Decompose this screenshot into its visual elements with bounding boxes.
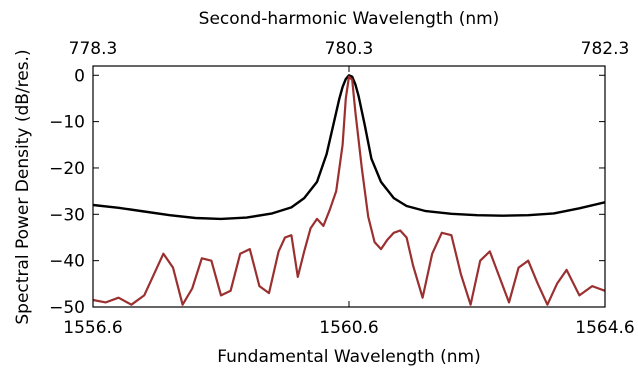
x2-tick-label: 778.3 [69,39,118,59]
tick-marks [92,66,606,308]
series-second-harmonic-line [93,75,605,306]
x-tick-label: 1564.6 [575,318,634,338]
y-tick-label: −50 [49,298,85,318]
top-axis-label: Second-harmonic Wavelength (nm) [199,9,500,29]
y-tick-label: −30 [49,205,85,225]
plot-frame [92,65,606,308]
x2-tick-label: 780.3 [325,39,374,59]
x2-tick-label: 782.3 [581,39,630,59]
y-tick-label: −40 [49,252,85,272]
y-axis-label: Spectral Power Density (dB/res.) [13,49,33,324]
y-tick-label: −20 [49,159,85,179]
x-tick-label: 1556.6 [63,318,122,338]
series-layer [93,74,605,306]
series-fundamental-line [93,74,605,221]
x-tick-label: 1560.6 [319,318,378,338]
x-axis-label: Fundamental Wavelength (nm) [217,347,480,367]
y-tick-label: 0 [74,66,85,86]
y-tick-label: −10 [49,113,85,133]
